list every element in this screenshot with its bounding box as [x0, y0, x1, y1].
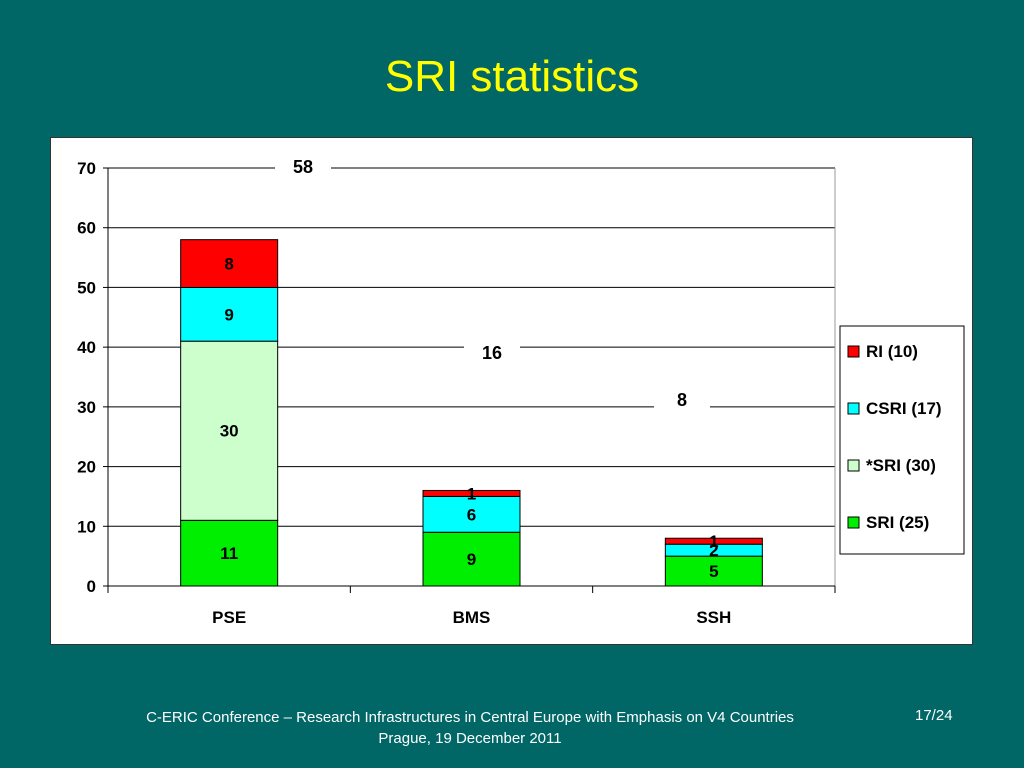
x-tick-label: BMS	[453, 608, 491, 627]
y-tick-label: 60	[77, 219, 96, 238]
x-tick-label: SSH	[696, 608, 731, 627]
bar-segment	[180, 239, 279, 288]
data-label: 1	[467, 484, 476, 503]
data-label: 8	[224, 255, 233, 274]
stacked-bar-chart: 010203040506070113098PSE9061BMS5021SSH58…	[77, 153, 965, 627]
data-label: 2	[709, 541, 718, 560]
bar-segment	[422, 531, 521, 587]
data-label: 9	[467, 550, 476, 569]
total-label-bg	[275, 153, 331, 181]
x-tick-label: PSE	[212, 608, 246, 627]
bar-segment	[422, 489, 521, 497]
legend-label: RI (10)	[866, 342, 918, 361]
legend-label: *SRI (30)	[866, 456, 936, 475]
slide-title: SRI statistics	[384, 52, 640, 101]
bar-segment	[180, 519, 279, 587]
bar-segment	[180, 286, 279, 342]
legend-swatch	[847, 345, 860, 358]
footer: C-ERIC Conference – Research Infrastruct…	[90, 707, 850, 749]
y-tick-label: 20	[77, 458, 96, 477]
legend-label: SRI (25)	[866, 513, 929, 532]
total-label: 8	[677, 390, 687, 410]
total-label-bg	[464, 339, 520, 367]
y-tick-label: 0	[87, 577, 96, 596]
bar-segment	[664, 537, 763, 545]
data-label: 11	[220, 544, 238, 563]
y-tick-label: 30	[77, 398, 96, 417]
y-tick-label: 70	[77, 159, 96, 178]
legend-swatch	[847, 402, 860, 415]
footer-conference: C-ERIC Conference – Research Infrastruct…	[146, 709, 794, 726]
page-number: 17/24	[915, 707, 953, 724]
legend-label: CSRI (17)	[866, 399, 942, 418]
data-label: 5	[709, 562, 718, 581]
data-label: 9	[224, 305, 233, 324]
y-tick-label: 40	[77, 338, 96, 357]
total-label: 16	[482, 343, 502, 363]
bar-segment	[664, 555, 763, 587]
legend-box	[839, 325, 965, 555]
legend-swatch	[847, 459, 860, 472]
footer-date: Prague, 19 December 2011	[378, 730, 562, 747]
total-label: 58	[293, 157, 313, 177]
total-label-bg	[654, 386, 710, 414]
bar-segment	[422, 495, 521, 533]
chart-area: 010203040506070113098PSE9061BMS5021SSH58…	[50, 137, 973, 645]
legend-swatch	[847, 516, 860, 529]
y-tick-label: 10	[77, 517, 96, 536]
y-tick-label: 50	[77, 278, 96, 297]
bar-segment	[180, 340, 279, 521]
data-label: 1	[709, 532, 718, 551]
data-label: 30	[220, 422, 239, 441]
data-label: 6	[467, 505, 476, 524]
